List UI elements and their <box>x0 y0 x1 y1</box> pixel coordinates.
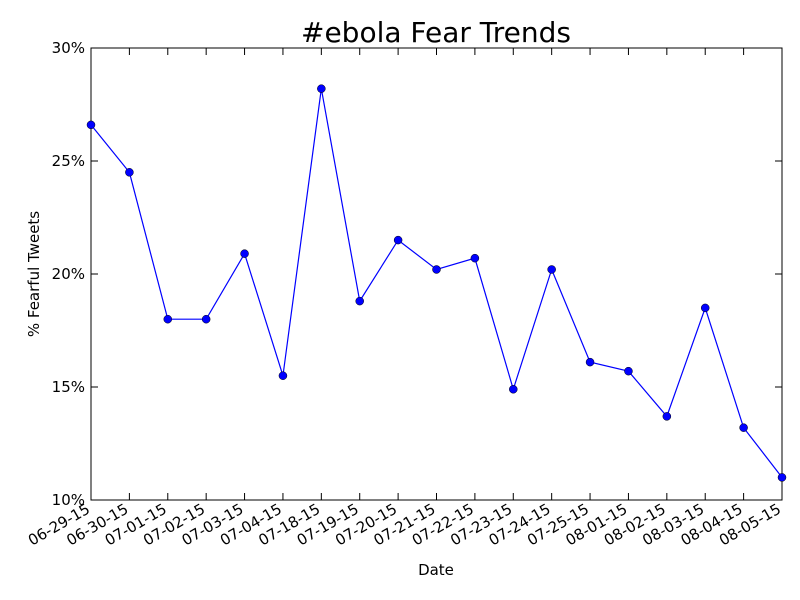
data-point <box>125 168 134 177</box>
data-point <box>662 412 672 421</box>
data-point <box>393 235 403 245</box>
y-tick-label: 15% <box>52 378 85 396</box>
x-axis-label: Date <box>418 561 454 579</box>
data-point <box>86 120 96 130</box>
y-axis-label: % Fearful Tweets <box>25 211 43 337</box>
data-point <box>700 303 710 313</box>
chart-title: #ebola Fear Trends <box>301 16 571 49</box>
data-point <box>624 366 633 376</box>
data-point <box>777 473 787 482</box>
series-line <box>90 88 783 478</box>
data-point <box>432 265 441 274</box>
data-point <box>470 253 480 263</box>
data-point <box>547 265 556 274</box>
y-tick-label: 10% <box>52 491 85 509</box>
data-point <box>317 84 326 93</box>
data-point <box>585 357 595 367</box>
y-tick-label: 20% <box>52 265 85 283</box>
data-point <box>739 423 748 432</box>
data-point <box>278 371 288 380</box>
data-point <box>355 296 364 306</box>
plot-area: 10%15%20%25%30%06-29-1506-30-1507-01-150… <box>25 39 787 550</box>
plot-frame <box>90 47 783 501</box>
data-point <box>201 314 211 324</box>
y-tick-label: 25% <box>52 152 85 170</box>
y-tick-label: 30% <box>52 39 85 57</box>
data-point <box>240 249 249 258</box>
data-point <box>163 314 173 324</box>
data-point <box>509 385 518 394</box>
